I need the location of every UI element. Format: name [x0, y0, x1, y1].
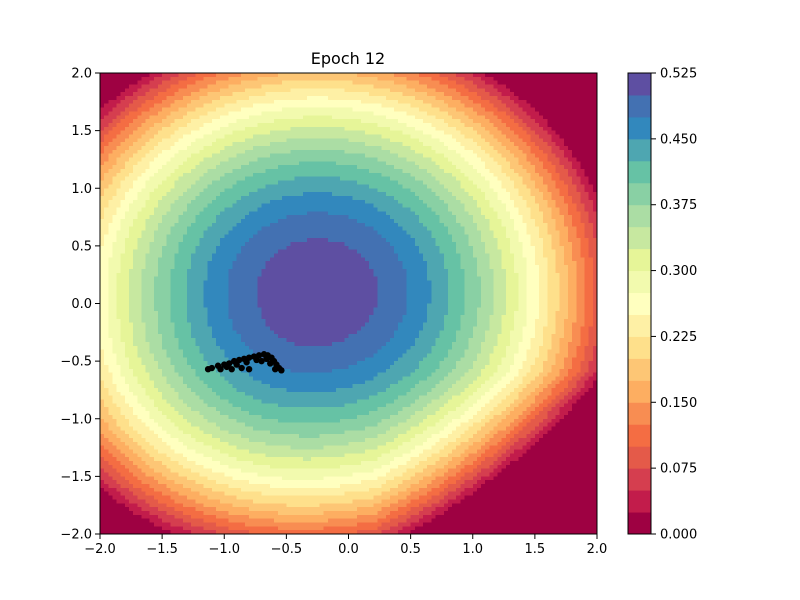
colorbar-segment: [628, 314, 651, 337]
colorbar-segment: [628, 446, 651, 469]
scatter-point: [267, 360, 274, 367]
colorbar-segment: [628, 94, 651, 118]
scatter-point: [228, 365, 235, 373]
colorbar-tick-label: 0.075: [660, 462, 697, 477]
y-tick-label: 1.0: [71, 182, 92, 197]
scatter-point: [278, 367, 285, 374]
colorbar-segment: [628, 380, 651, 403]
scatter-point: [217, 365, 224, 373]
colorbar-segment: [628, 270, 651, 294]
colorbar-segment: [628, 292, 651, 315]
x-tick-label: −1.5: [146, 542, 178, 557]
y-tick-label: 2.0: [71, 67, 92, 82]
colorbar-segment: [628, 512, 651, 535]
chart-title: Epoch 12: [311, 49, 385, 68]
colorbar-segment: [628, 182, 651, 206]
scatter-point: [263, 355, 270, 363]
x-tick-label: −2.0: [84, 542, 116, 557]
x-tick-label: 0.5: [400, 542, 421, 557]
colorbar-tick-label: 0.375: [660, 198, 697, 213]
colorbar-segment: [628, 73, 651, 96]
scatter-point: [243, 359, 250, 366]
scatter-point: [253, 356, 260, 364]
colorbar-segment: [628, 468, 651, 491]
colorbar-segment: [628, 116, 651, 140]
scatter-point: [238, 364, 245, 372]
scatter-point: [233, 361, 240, 368]
y-tick-label: −2.0: [60, 528, 92, 543]
x-tick-label: 1.5: [525, 542, 546, 557]
x-axis: −2.0 −1.5 −1.0 −0.5 0.0 0.5 1.0 1.5 2.0: [84, 534, 607, 557]
colorbar-segment: [628, 160, 651, 184]
colorbar-segment: [628, 248, 651, 272]
contour-fill: [100, 73, 597, 534]
y-tick-label: 0.0: [71, 297, 92, 312]
colorbar-tick-label: 0.150: [660, 396, 697, 411]
colorbar-segment: [628, 402, 651, 425]
colorbar-tick-label: 0.000: [660, 528, 697, 543]
colorbar-segment: [628, 358, 651, 381]
scatter-point: [204, 365, 212, 373]
scatter-point: [258, 357, 265, 365]
scatter-point: [271, 365, 279, 373]
x-tick-label: −1.0: [208, 542, 240, 557]
scatter-point: [245, 365, 253, 373]
x-tick-label: −0.5: [271, 542, 303, 557]
colorbar-tick-label: 0.525: [660, 67, 697, 82]
colorbar: 0.000 0.075 0.150 0.225 0.300 0.375 0.450 0.525: [627, 67, 697, 543]
colorbar-segment: [628, 138, 651, 162]
colorbar-segment: [628, 204, 651, 228]
y-tick-label: −0.5: [60, 355, 92, 370]
colorbar-segment: [628, 490, 651, 513]
y-tick-label: −1.5: [60, 470, 92, 485]
scatter-points: [204, 351, 285, 374]
contour-plot-area: [99, 72, 598, 535]
y-tick-label: −1.0: [60, 412, 92, 427]
scatter-point: [223, 363, 230, 371]
colorbar-tick-label: 0.300: [660, 264, 697, 279]
x-tick-label: 0.0: [338, 542, 359, 557]
y-axis: −2.0 −1.5 −1.0 −0.5 0.0 0.5 1.0 1.5 2.0: [60, 67, 100, 543]
x-tick-label: 1.0: [462, 542, 483, 557]
colorbar-segment: [628, 226, 651, 250]
y-tick-label: 1.5: [71, 124, 92, 139]
colorbar-segment: [628, 424, 651, 447]
y-tick-label: 0.5: [71, 239, 92, 254]
colorbar-frame: [627, 72, 652, 535]
colorbar-tick-label: 0.450: [660, 132, 697, 147]
colorbar-segment: [628, 336, 651, 359]
x-tick-label: 2.0: [587, 542, 608, 557]
colorbar-tick-label: 0.225: [660, 330, 697, 345]
